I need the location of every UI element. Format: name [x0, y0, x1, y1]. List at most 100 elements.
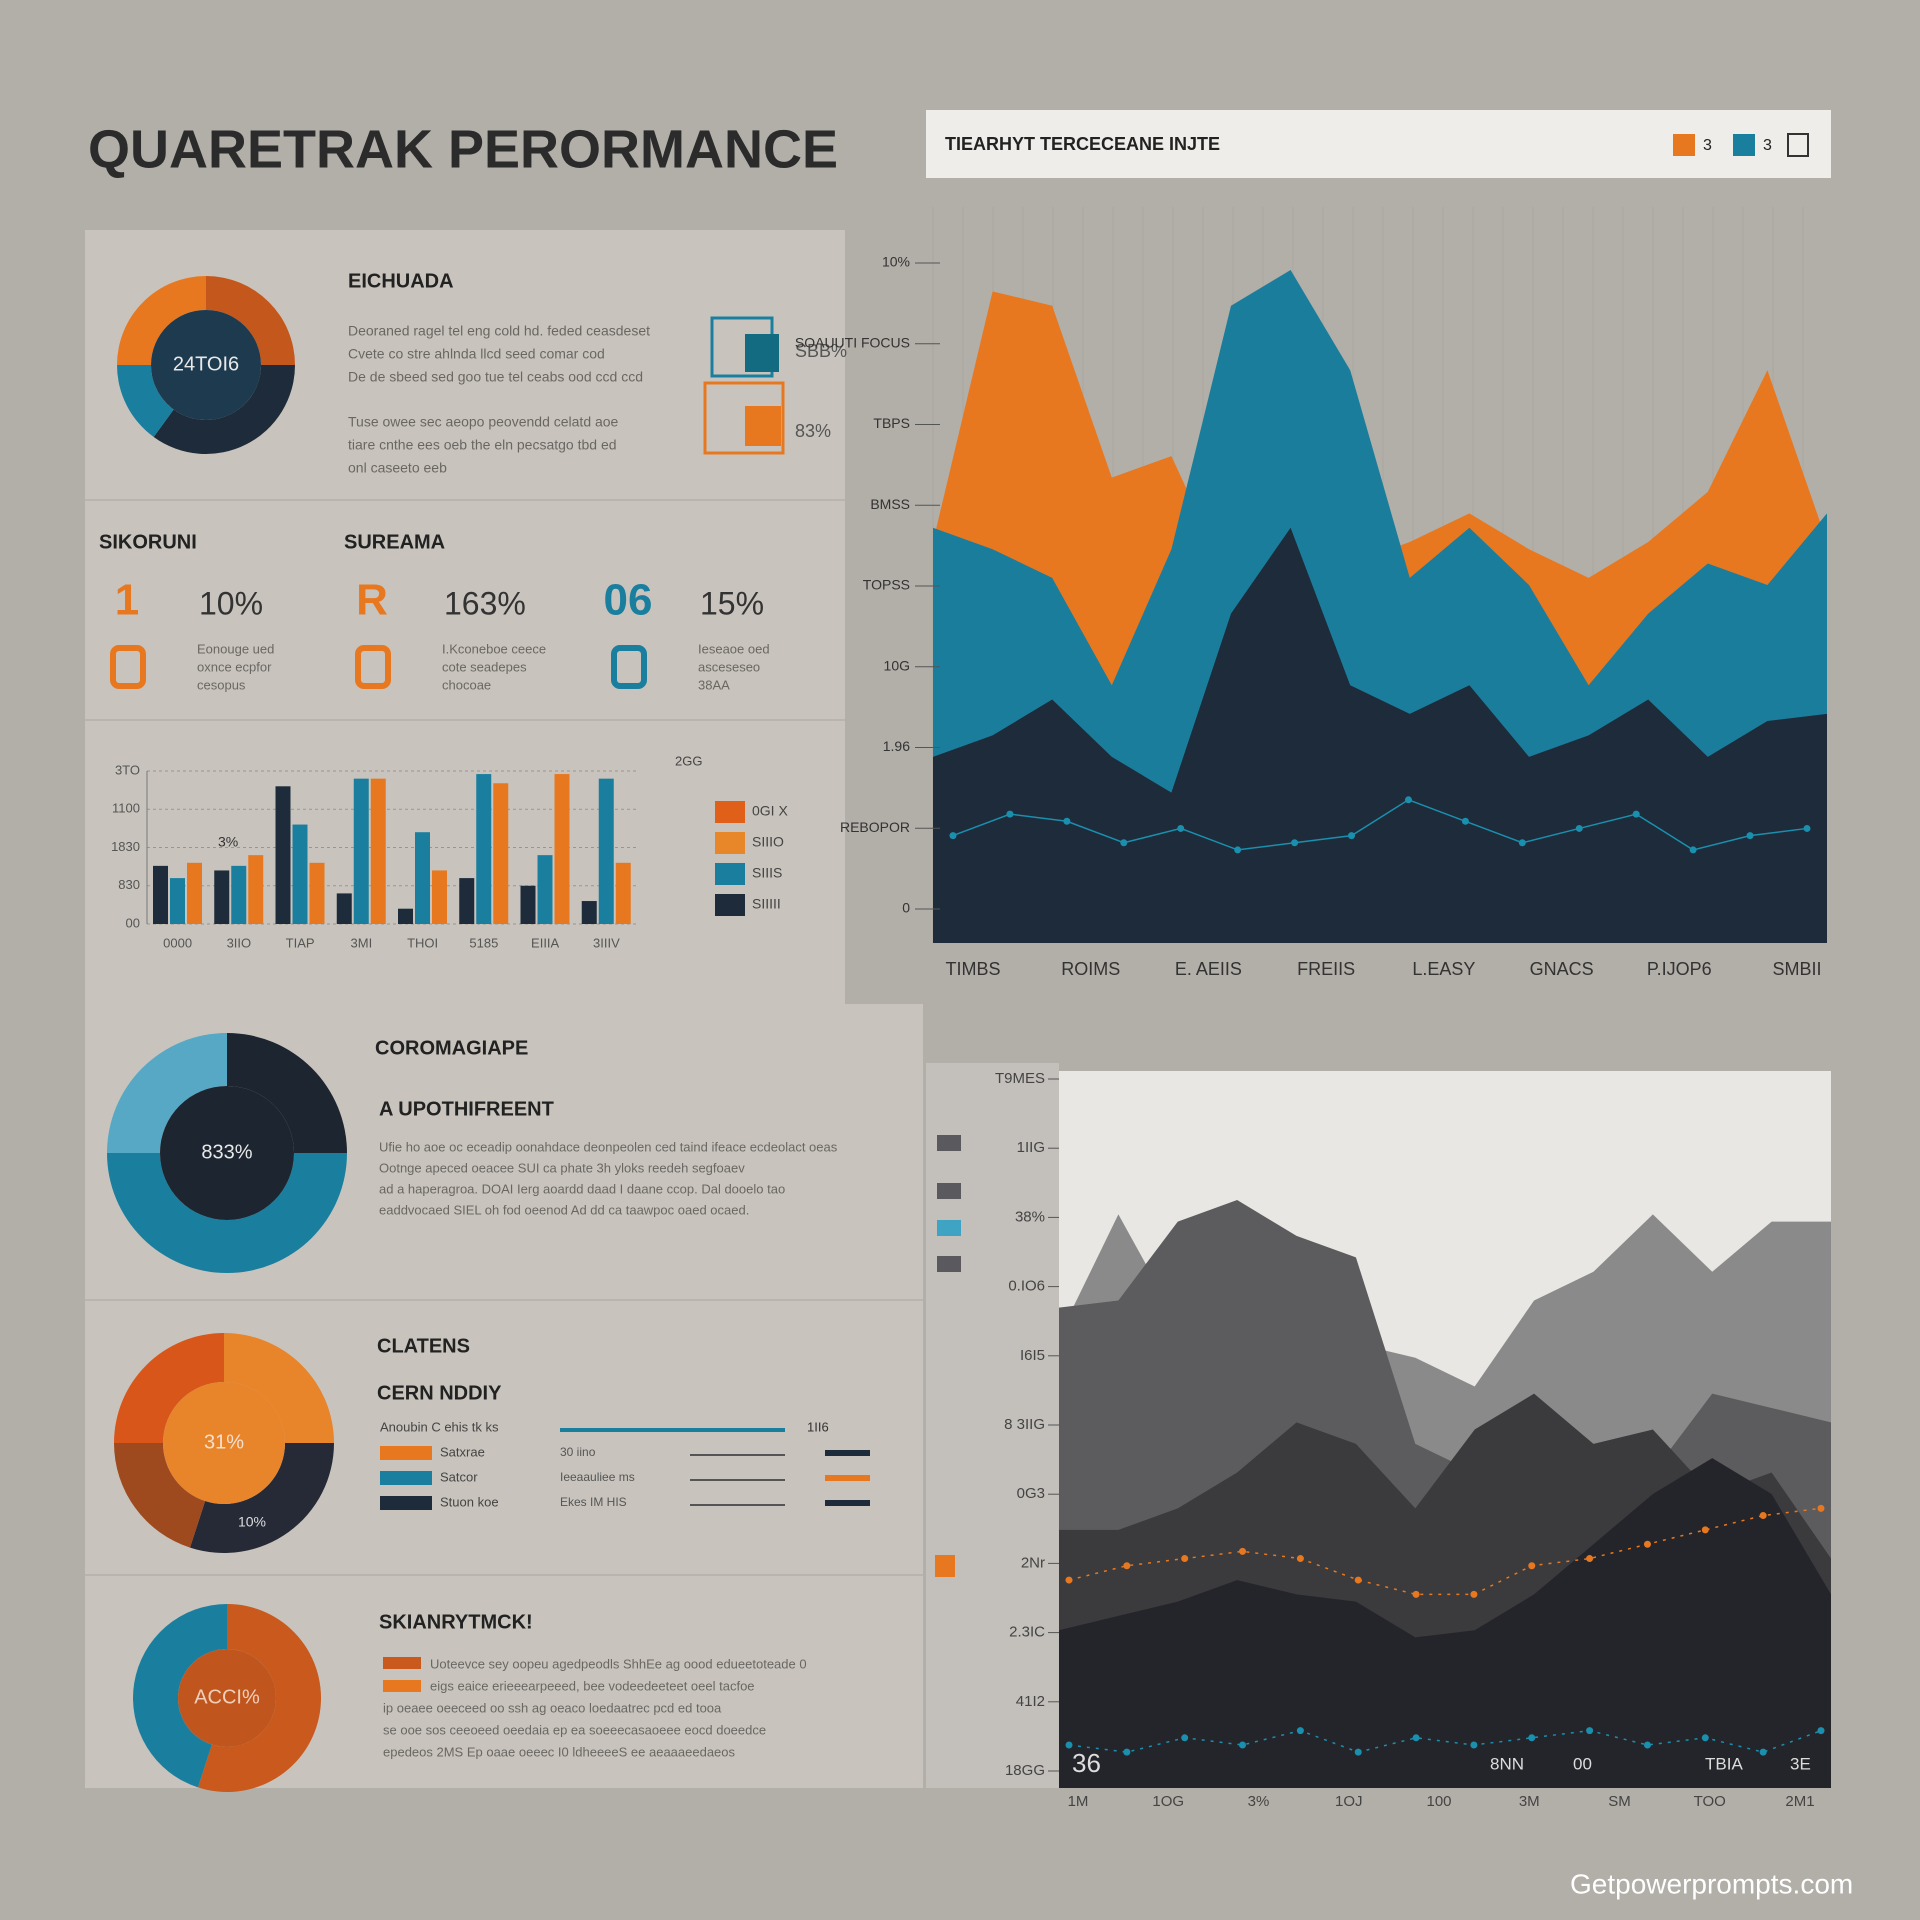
row-swatch — [383, 1657, 421, 1669]
callout-label: SBB% — [795, 341, 847, 361]
corner-label: 36 — [1072, 1748, 1101, 1778]
point — [1701, 1734, 1709, 1742]
x-tick-label: 1M — [1068, 1793, 1089, 1810]
donut-segment — [197, 1604, 322, 1792]
row-marker — [825, 1475, 870, 1481]
point — [1234, 846, 1242, 854]
callout-fill — [745, 406, 781, 446]
x-tick-label: P.IJOP6 — [1647, 959, 1712, 979]
x-tick-label: 3IIIV — [593, 935, 620, 950]
stat-value: 15% — [700, 585, 764, 621]
x-tick-label: 3IIO — [227, 935, 252, 950]
stat-note: asceseseo — [698, 659, 760, 674]
legend-swatch — [715, 801, 745, 823]
bar — [214, 870, 230, 924]
donut-label: 31% — [204, 1431, 244, 1453]
stat-note: oxnce ecpfor — [197, 659, 272, 674]
legend-icon — [1787, 133, 1809, 157]
y-tick-label: 8 3IIG — [1004, 1416, 1045, 1433]
x-tick-label: 3% — [1248, 1793, 1270, 1810]
annotation: 3% — [218, 834, 238, 850]
point — [1586, 1555, 1594, 1563]
x-tick-label: TIAP — [286, 935, 315, 950]
bar — [520, 885, 536, 924]
stat-note: 38AA — [698, 677, 730, 692]
point — [1817, 1504, 1825, 1512]
point — [1470, 1590, 1478, 1598]
section-subtitle: A UPOTHIFREENT — [379, 1098, 554, 1120]
row-label: Anoubin C ehis tk ks — [380, 1419, 499, 1434]
point — [1817, 1727, 1825, 1735]
point — [1296, 1727, 1304, 1735]
bar — [170, 878, 185, 924]
point — [1177, 824, 1185, 832]
point — [1461, 817, 1469, 825]
donut-segment — [117, 276, 206, 365]
x-tick-label: THOI — [407, 935, 438, 950]
donut-hole — [163, 1382, 285, 1504]
bar — [398, 908, 413, 924]
x-tick-label: SM — [1608, 1793, 1631, 1810]
donut-segment — [114, 1333, 224, 1443]
bar — [336, 893, 352, 924]
paragraph-line: onl caseeto eeb — [348, 460, 447, 476]
point — [1181, 1555, 1189, 1563]
row-swatch — [380, 1446, 432, 1460]
donut-label: ACCI% — [194, 1686, 260, 1708]
row-note: 30 iino — [560, 1445, 596, 1459]
point — [1006, 810, 1014, 818]
legend-swatch — [715, 894, 745, 916]
bar — [231, 865, 247, 924]
point — [1759, 1748, 1767, 1756]
section-subtitle: CERN NDDIY — [377, 1382, 502, 1404]
stat-heading: SIKORUNI — [99, 531, 197, 553]
y-tick-label: 3TO — [115, 762, 140, 777]
stat-value: 163% — [444, 585, 526, 621]
callout-fill — [745, 334, 779, 372]
legend-label: 3 — [1763, 137, 1772, 154]
x-tick-label: 3M — [1519, 1793, 1540, 1810]
y-tick-label: 38% — [1015, 1208, 1045, 1225]
x-tick-label: 0000 — [163, 935, 192, 950]
bar — [459, 878, 475, 924]
paragraph-line: Ufie ho aoe oc eceadip oonahdace deonpeo… — [379, 1139, 838, 1154]
line — [1068, 1507, 1822, 1596]
area — [933, 527, 1827, 943]
paragraph-line: ip oeaee oeeceed oo ssh ag oeaco loedaat… — [383, 1700, 722, 1715]
point — [1759, 1512, 1767, 1520]
x-tick-label: GNACS — [1530, 959, 1594, 979]
x-tick-label: EIIIA — [531, 935, 560, 950]
row-marker — [825, 1450, 870, 1456]
legend-label: 0GI X — [752, 803, 788, 819]
y-tick-label: 0G3 — [1017, 1485, 1045, 1502]
point — [1470, 1741, 1478, 1749]
row-label: Stuon koe — [440, 1494, 499, 1509]
point — [1412, 1734, 1420, 1742]
point — [1643, 1741, 1651, 1749]
point — [1239, 1741, 1247, 1749]
stat-note: Eonouge ued — [197, 641, 274, 656]
point — [1746, 832, 1754, 840]
point — [1063, 817, 1071, 825]
y-tick-label: REBOPOR — [840, 819, 910, 835]
point — [1643, 1540, 1651, 1548]
point — [1291, 839, 1299, 847]
point — [1354, 1748, 1362, 1756]
bar — [581, 901, 597, 924]
legend-label: 3 — [1703, 137, 1712, 154]
y-tick-label: TBPS — [873, 415, 910, 431]
donut-segment — [114, 1443, 206, 1548]
y-tick-label: 2.3IC — [1009, 1624, 1045, 1641]
side-icon — [937, 1256, 961, 1272]
stat-badge: 1 — [115, 576, 139, 625]
row-value: 1II6 — [807, 1419, 829, 1434]
point — [1528, 1562, 1536, 1570]
donut-hole — [160, 1086, 294, 1220]
legend-label: SIIIS — [752, 865, 782, 881]
row-marker — [825, 1500, 870, 1506]
side-icon — [935, 1555, 955, 1577]
bar — [493, 783, 509, 924]
corner-label: 8NN — [1490, 1754, 1524, 1773]
donut-segment — [227, 1033, 347, 1153]
stat-icon — [355, 645, 391, 689]
